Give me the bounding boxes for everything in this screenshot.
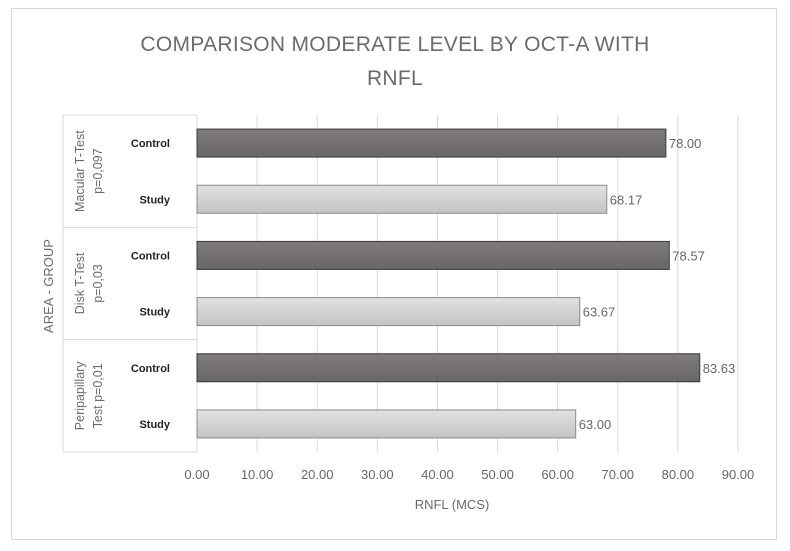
group-label-line: p=0,097 <box>91 148 105 194</box>
x-tick-label: 40.00 <box>421 467 454 482</box>
group-label: Disk T-Test p=0,03 <box>73 252 105 314</box>
group-label: Peripapillary Test p=0,01 <box>73 361 105 431</box>
category-label: Study <box>139 194 170 206</box>
x-tick-label: 90.00 <box>722 467 755 482</box>
x-tick-label: 60.00 <box>541 467 574 482</box>
chart-title-line-1: COMPARISON MODERATE LEVEL BY OCT-A WITH <box>140 33 650 56</box>
x-tick-label: 20.00 <box>301 467 334 482</box>
category-label: Control <box>131 250 170 262</box>
data-labels: 78.00 68.17 78.57 63.67 83.63 63.00 <box>579 136 736 432</box>
group-label-line: Test p=0,01 <box>91 363 105 428</box>
bar-control <box>196 353 701 383</box>
bar-control <box>196 240 670 270</box>
category-axis <box>62 114 198 453</box>
x-tick-label: 80.00 <box>662 467 695 482</box>
x-tick-label: 30.00 <box>361 467 394 482</box>
data-label: 68.17 <box>610 192 643 207</box>
data-label: 63.67 <box>583 305 616 320</box>
chart-title: COMPARISON MODERATE LEVEL BY OCT-A WITH … <box>0 28 790 96</box>
x-tick-label: 70.00 <box>602 467 635 482</box>
x-tick-label: 50.00 <box>481 467 514 482</box>
x-tick-label: 0.00 <box>184 467 209 482</box>
chart-title-line-2: RNFL <box>366 67 424 90</box>
group-label: Macular T-Test p=0,097 <box>73 130 105 212</box>
chart-frame <box>11 8 777 540</box>
group-label-line: p=0,03 <box>91 264 105 303</box>
data-label: 78.57 <box>672 248 705 263</box>
group-label-line: Peripapillary <box>73 361 87 431</box>
bar-study <box>196 184 608 214</box>
category-label: Study <box>139 307 170 319</box>
data-label: 78.00 <box>669 136 702 151</box>
x-tick-labels: 0.00 10.00 20.00 30.00 40.00 50.00 60.00 70.00 8… <box>184 467 754 482</box>
x-axis-label: RNFL (MCS) <box>415 497 490 512</box>
bar-control <box>196 128 667 158</box>
group-label-line: Disk T-Test <box>73 252 87 314</box>
category-labels: Control Study Control Study Control Study <box>131 138 171 431</box>
bars <box>196 128 701 439</box>
category-label: Study <box>139 419 170 431</box>
bar-study <box>196 297 581 327</box>
x-tick-label: 10.00 <box>241 467 274 482</box>
data-label: 63.00 <box>579 417 612 432</box>
group-labels: Macular T-Test p=0,097 Disk T-Test p=0,03 Pe… <box>73 130 105 430</box>
data-label: 83.63 <box>703 361 736 376</box>
bar-study <box>196 409 577 439</box>
gridlines <box>196 115 739 452</box>
y-axis-label: AREA - GROUP <box>41 239 56 333</box>
category-label: Control <box>131 138 170 150</box>
category-label: Control <box>131 363 170 375</box>
group-label-line: Macular T-Test <box>73 130 87 212</box>
